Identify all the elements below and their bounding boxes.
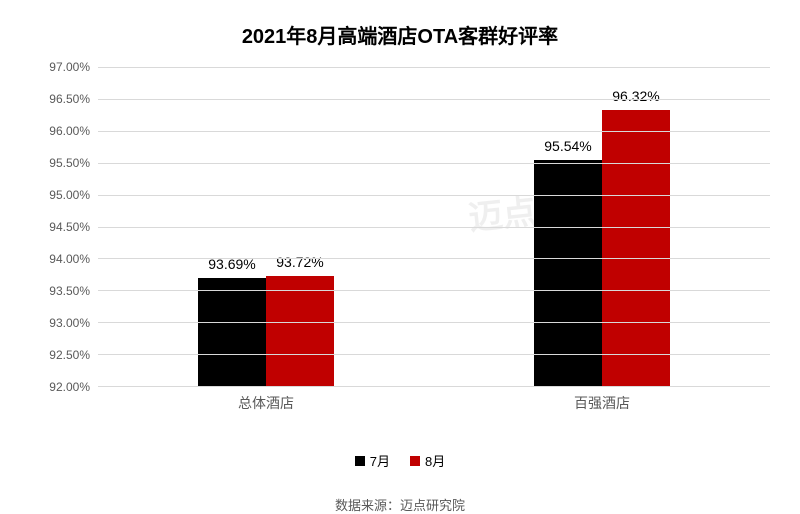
legend-swatch xyxy=(410,456,420,466)
x-axis: 总体酒店 百强酒店 xyxy=(98,387,770,411)
gridline xyxy=(98,290,770,291)
gridline xyxy=(98,195,770,196)
data-source: 数据来源：迈点研究院 xyxy=(30,495,770,514)
gridline xyxy=(98,258,770,259)
bar-value-label: 95.54% xyxy=(544,138,591,154)
gridline xyxy=(98,131,770,132)
legend: 7月 8月 xyxy=(30,451,770,471)
legend-label: 8月 xyxy=(425,451,445,470)
gridline xyxy=(98,322,770,323)
gridline xyxy=(98,354,770,355)
chart-title: 2021年8月高端酒店OTA客群好评率 xyxy=(30,20,770,49)
bar: 96.32% xyxy=(602,110,670,386)
x-tick: 百强酒店 xyxy=(574,393,630,413)
plot-area: 迈点研究院 93.69%93.72%95.54%96.32% xyxy=(98,67,770,387)
legend-item: 8月 xyxy=(410,451,445,470)
bar: 93.69% xyxy=(198,278,266,386)
bar-value-label: 93.72% xyxy=(276,254,323,270)
bar: 93.72% xyxy=(266,276,334,386)
chart-container: 2021年8月高端酒店OTA客群好评率 97.00%96.50%96.00%95… xyxy=(0,0,800,513)
legend-swatch xyxy=(355,456,365,466)
x-tick: 总体酒店 xyxy=(238,393,294,413)
y-axis: 97.00%96.50%96.00%95.50%95.00%94.50%94.0… xyxy=(30,67,98,387)
plot-wrap: 97.00%96.50%96.00%95.50%95.00%94.50%94.0… xyxy=(30,67,770,387)
gridline xyxy=(98,67,770,68)
bar-value-label: 96.32% xyxy=(612,88,659,104)
gridline xyxy=(98,227,770,228)
legend-item: 7月 xyxy=(355,451,390,470)
gridline xyxy=(98,163,770,164)
legend-label: 7月 xyxy=(370,451,390,470)
gridline xyxy=(98,99,770,100)
